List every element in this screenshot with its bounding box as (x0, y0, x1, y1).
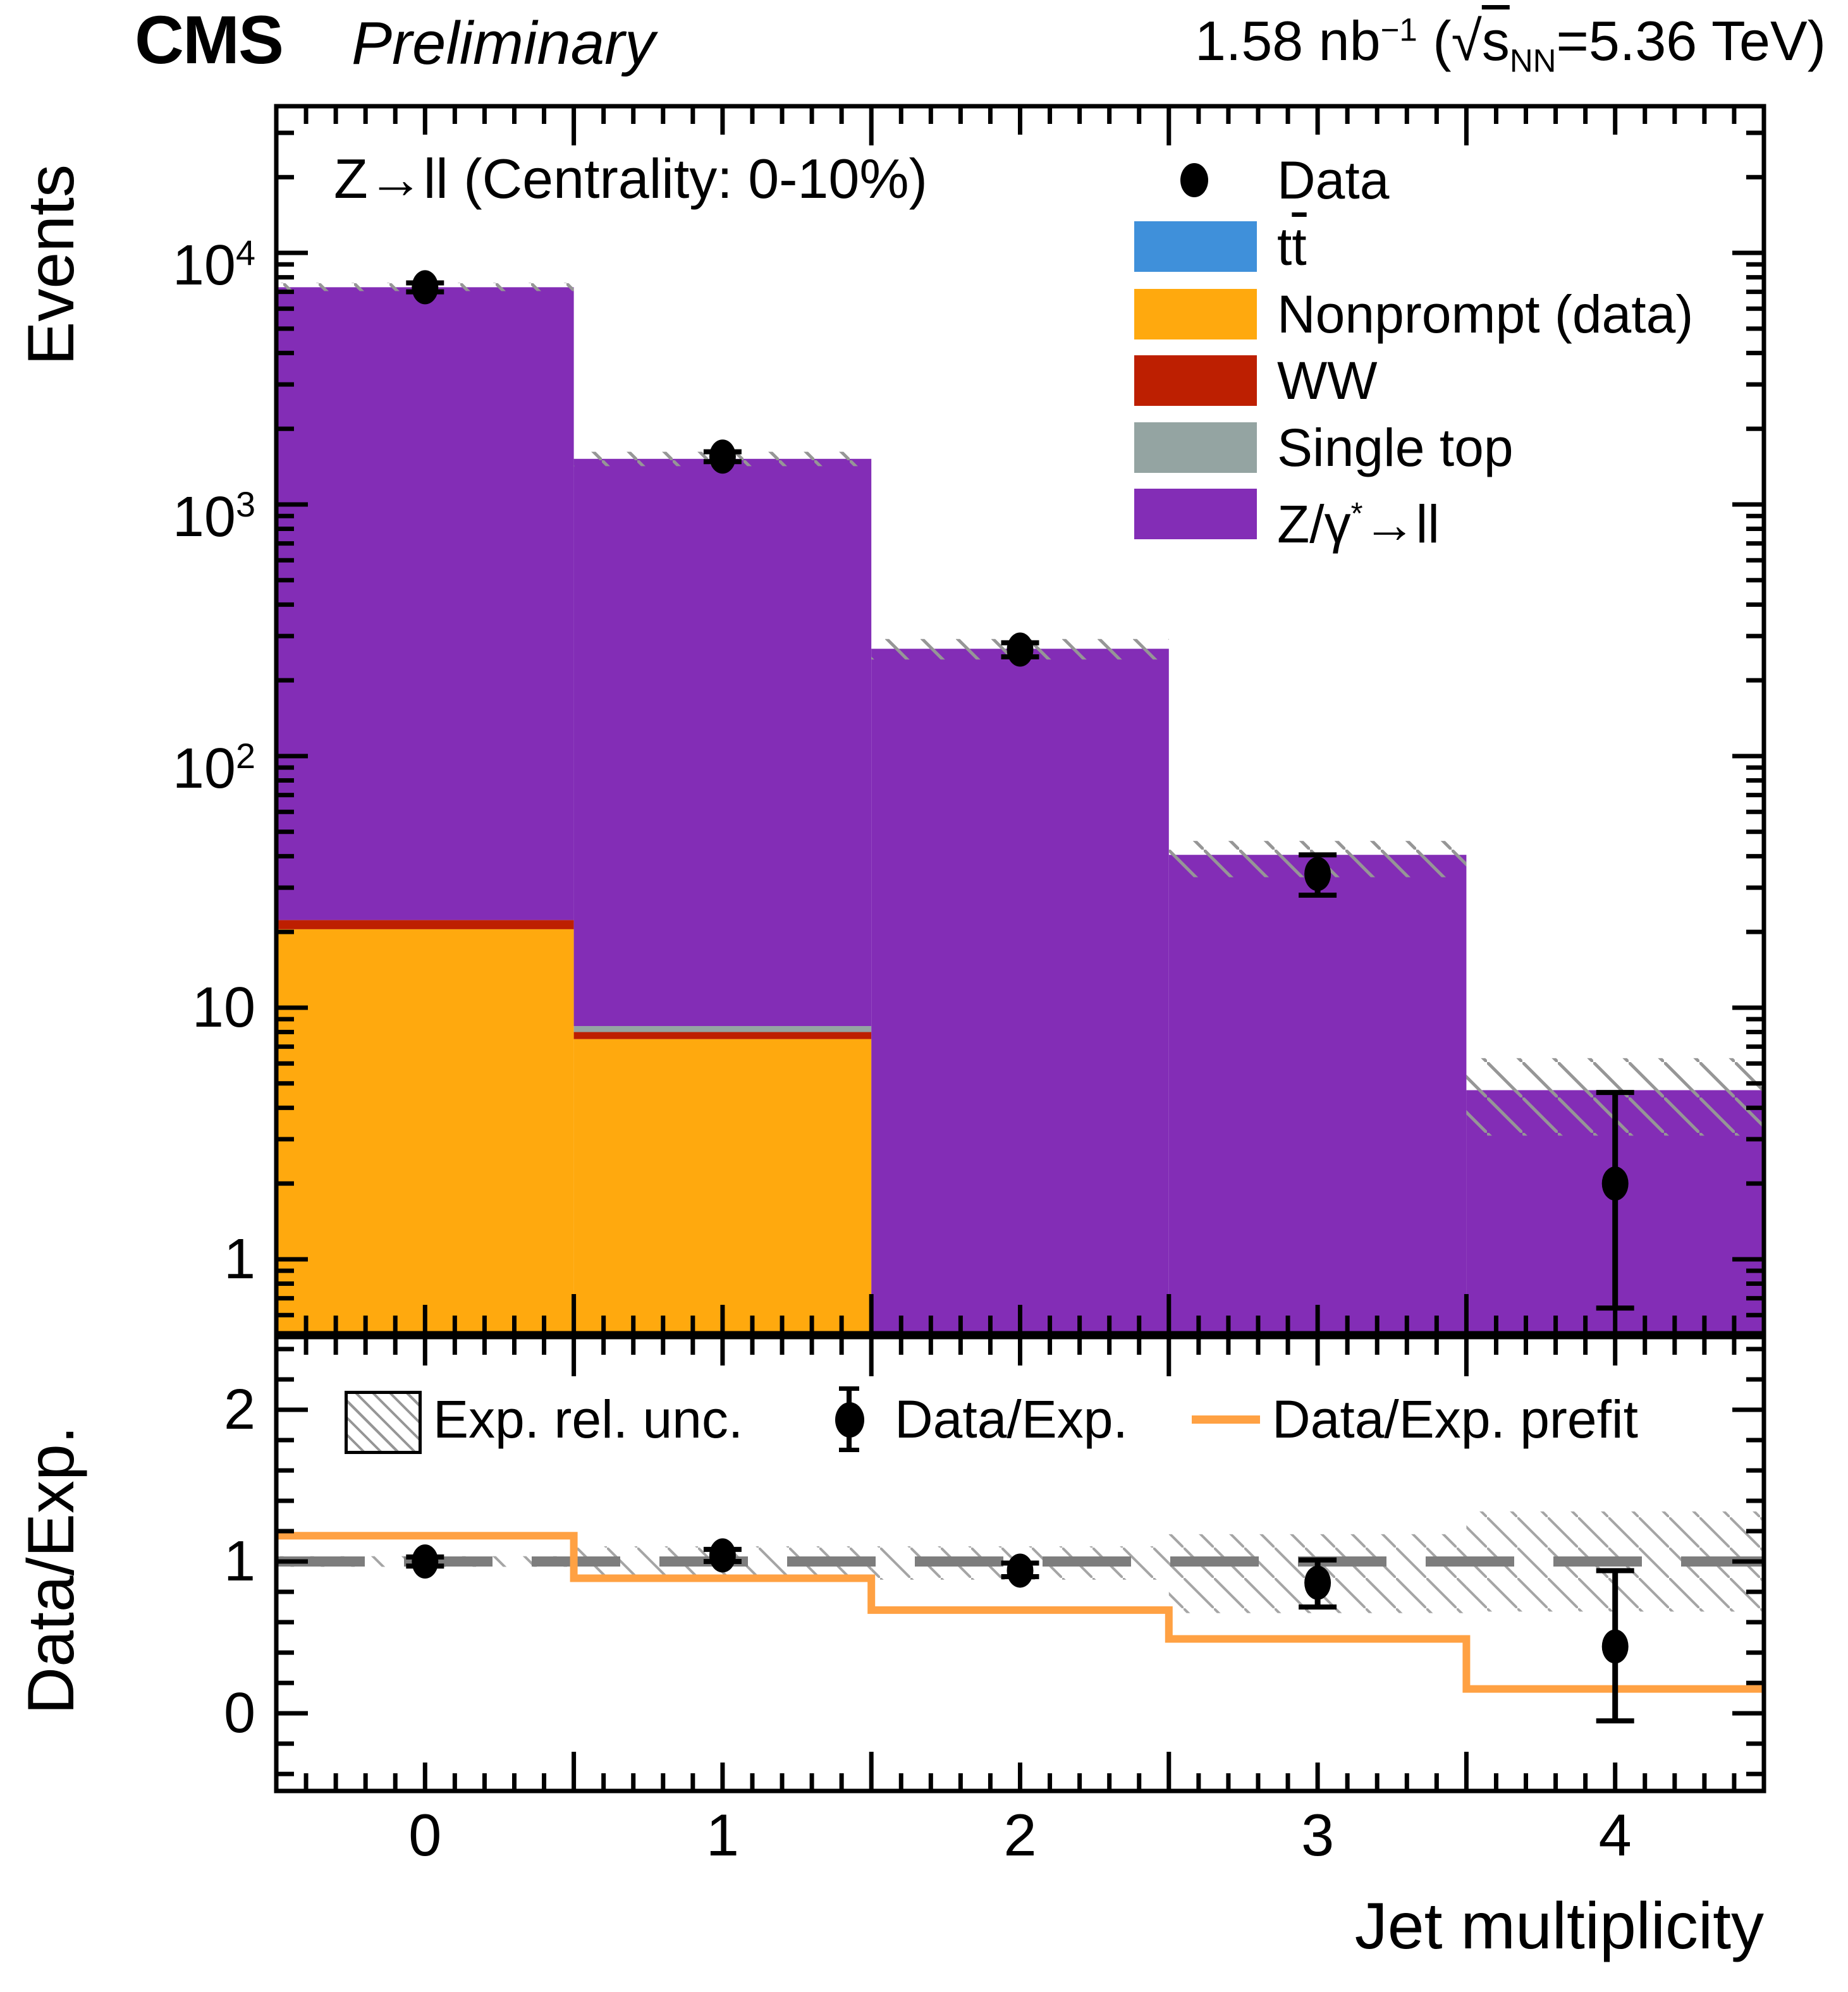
legend-marker-data (1180, 163, 1208, 197)
cms-logo-text: CMS (135, 1, 284, 78)
x-tick-label-1: 1 (706, 1802, 740, 1868)
ratio-legend-label-unc-band: Exp. rel. unc. (433, 1388, 743, 1451)
energy-value: =5.36 TeV) (1556, 9, 1826, 72)
lumi-paren: ( (1417, 9, 1452, 72)
legend-label-segment: →ll (1362, 494, 1440, 554)
stack-segment-bin0 (276, 287, 574, 920)
legend-swatch-ttbar (1134, 221, 1257, 272)
lumi-value: 1.58 nb (1194, 9, 1381, 72)
preliminary-label: Preliminary (352, 9, 656, 77)
main-y-tick-label-1000: 103 (172, 484, 255, 549)
legend-label-nonprompt: Nonprompt (data) (1277, 283, 1693, 346)
ratio-legend-label-prefit: Data/Exp. prefit (1272, 1388, 1638, 1451)
stack-segment-bin0 (276, 920, 574, 929)
stack-segment-bin0 (276, 929, 574, 1333)
legend-label-segment: Nonprompt (data) (1277, 284, 1694, 344)
legend-swatch-zll (1134, 489, 1257, 539)
sqrt-subscript: NN (1509, 42, 1557, 79)
legend-label-segment: WW (1277, 351, 1378, 410)
x-tick-label-2: 2 (1003, 1802, 1037, 1868)
ratio-point-bin2 (1007, 1553, 1034, 1588)
lumi-exponent: −1 (1380, 11, 1417, 48)
stack-segment-bin2 (871, 649, 1169, 1333)
legend-label-segment: Z/γ (1277, 494, 1351, 554)
legend-label-zll: Z/γ*→ll (1277, 482, 1440, 556)
legend-label-segment: Exp. rel. unc. (433, 1390, 743, 1449)
ratio-point-bin4 (1601, 1629, 1629, 1664)
ratio-legend-hatch-box (345, 1391, 422, 1454)
stack-segment-bin1 (573, 1026, 872, 1032)
legend-label-segment: * (1350, 497, 1363, 531)
legend-label-segment: Data/Exp. prefit (1272, 1390, 1638, 1449)
tick-marks (276, 106, 1764, 1791)
main-y-tick-label-100: 102 (172, 735, 255, 800)
ratio-panel-content (276, 1511, 1764, 1724)
legend-label-segment: Single top (1277, 418, 1514, 477)
main-y-tick-label-10: 10 (192, 975, 255, 1039)
data-point-bin2 (1007, 632, 1034, 667)
legend-swatch-singletop (1134, 422, 1257, 473)
data-point-bin4 (1601, 1166, 1629, 1201)
main-y-tick-label-10000: 104 (172, 233, 255, 297)
legend-label-segment: t (1292, 217, 1307, 276)
legend-label-segment: Data/Exp. (895, 1390, 1128, 1449)
legend-label-data: Data (1277, 149, 1389, 212)
ratio-legend-marker (835, 1402, 864, 1438)
x-tick-label-4: 4 (1598, 1802, 1632, 1868)
ratio-legend-errorcap (839, 1448, 859, 1452)
ratio-point-bin3 (1304, 1565, 1331, 1600)
ratio-y-tick-label-1: 1 (223, 1530, 255, 1594)
x-tick-label-0: 0 (408, 1802, 442, 1868)
sqrt-icon: √ (1451, 9, 1482, 72)
main-panel-content (276, 270, 1764, 1333)
luminosity-energy-label: 1.58 nb−1 (√sNN=5.36 TeV) (1195, 9, 1826, 80)
legend-swatch-nonprompt (1134, 289, 1257, 339)
data-point-bin0 (412, 270, 439, 305)
ratio-legend-errorcap (839, 1386, 859, 1391)
x-axis-title: Jet multiplicity (1354, 1890, 1764, 1963)
legend-label-singletop: Single top (1277, 416, 1514, 479)
prefit-line (276, 1532, 1764, 1693)
sqrt-arg: s (1481, 9, 1510, 72)
channel-centrality-label: Z→ll (Centrality: 0-10%) (334, 147, 927, 210)
legend-label-segment: Data (1277, 150, 1390, 210)
ratio-point-bin1 (709, 1538, 736, 1573)
legend-label-segment: t (1277, 217, 1292, 276)
main-y-tick-label-1: 1 (223, 1227, 255, 1291)
stack-segment-bin3 (1168, 855, 1467, 1333)
ratio-y-tick-label-0: 0 (223, 1682, 255, 1745)
legend-swatch-ww (1134, 355, 1257, 406)
data-point-bin1 (709, 439, 736, 474)
ratio-y-tick-label-2: 2 (223, 1378, 255, 1441)
x-tick-label-3: 3 (1300, 1802, 1335, 1868)
stack-segment-bin1 (573, 458, 872, 1027)
legend-label-ww: WW (1277, 349, 1378, 412)
ratio-legend-label-ratio-data: Data/Exp. (895, 1388, 1128, 1451)
data-point-bin3 (1304, 857, 1331, 891)
stack-segment-bin1 (573, 1039, 872, 1333)
legend-label-ttbar: tt (1277, 215, 1307, 278)
ratio-point-bin0 (412, 1544, 439, 1579)
stack-segment-bin1 (573, 1032, 872, 1039)
ratio-legend-prefit-line (1192, 1415, 1260, 1424)
